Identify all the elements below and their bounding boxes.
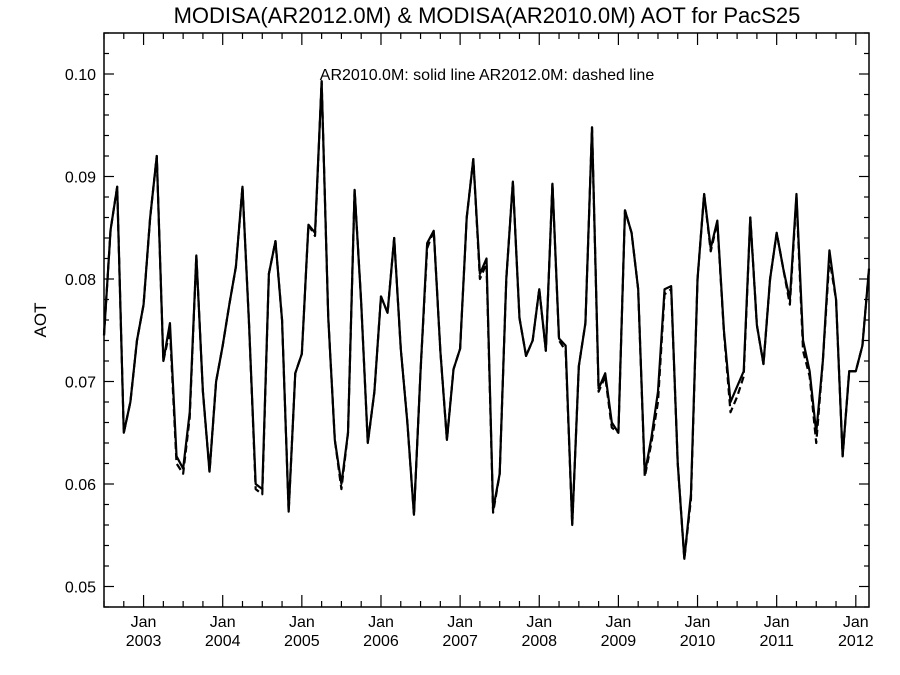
x-tick-month-label: Jan [368, 614, 394, 631]
y-axis-label: AOT [31, 303, 50, 338]
y-tick-label: 0.05 [65, 580, 96, 597]
series-line-ar2012-0m [102, 80, 871, 560]
line-style-annotation: AR2010.0M: solid line AR2012.0M: dashed … [320, 67, 655, 84]
series-line-ar2010-0m [102, 80, 871, 560]
x-tick-year-label: 2012 [838, 633, 874, 650]
x-tick-month-label: Jan [210, 614, 236, 631]
data-series [102, 80, 871, 560]
x-axis-ticks: Jan 2003 Jan 2004 Jan 2005 Jan 2006 Jan 2007 Jan 20… [103, 33, 874, 650]
x-tick-month-label: Jan [764, 614, 790, 631]
x-tick-year-label: 2006 [363, 633, 399, 650]
x-tick-month-label: Jan [289, 614, 315, 631]
x-tick-year-label: 2009 [601, 633, 637, 650]
y-tick-label: 0.07 [65, 375, 96, 392]
x-tick-year-label: 2004 [205, 633, 241, 650]
x-tick-year-label: 2003 [126, 633, 162, 650]
x-tick-month-label: Jan [605, 614, 631, 631]
x-tick-month-label: Jan [843, 614, 869, 631]
x-tick-year-label: 2008 [521, 633, 557, 650]
x-tick-month-label: Jan [685, 614, 711, 631]
x-tick-month-label: Jan [447, 614, 473, 631]
plot-frame [103, 32, 870, 608]
x-tick-month-label: Jan [131, 614, 157, 631]
y-tick-label: 0.10 [65, 67, 96, 84]
y-tick-label: 0.09 [65, 170, 96, 187]
y-tick-label: 0.06 [65, 477, 96, 494]
x-tick-year-label: 2011 [759, 633, 794, 650]
y-axis-ticks: 0.05 0.06 0.07 0.08 0.09 0.10 [65, 32, 869, 608]
x-tick-year-label: 2010 [680, 633, 716, 650]
x-tick-month-label: Jan [526, 614, 552, 631]
chart-title: MODISA(AR2012.0M) & MODISA(AR2010.0M) AO… [174, 3, 801, 28]
x-tick-year-label: 2005 [284, 633, 320, 650]
x-tick-year-label: 2007 [442, 633, 478, 650]
y-tick-label: 0.08 [65, 272, 96, 289]
